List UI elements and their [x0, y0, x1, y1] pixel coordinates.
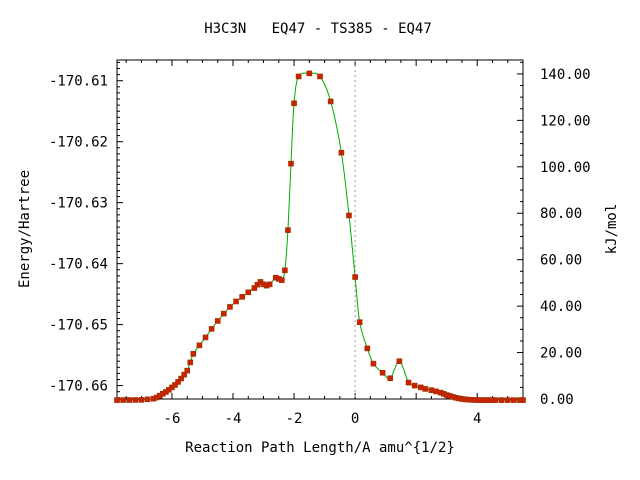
data-point [239, 294, 245, 300]
data-point [208, 326, 215, 332]
data-point [285, 227, 291, 233]
data-point [504, 397, 511, 403]
data-point [511, 397, 517, 403]
data-point [221, 310, 227, 317]
x-tick-label: 4 [473, 411, 481, 427]
y2-tick-label: 140.00 [540, 67, 591, 83]
y2-tick-label: 120.00 [540, 113, 591, 129]
data-point [196, 342, 203, 349]
x-tick-label: -6 [164, 411, 181, 427]
data-point [417, 384, 424, 391]
y-tick-label: -170.63 [49, 196, 108, 212]
data-point [411, 382, 418, 389]
y2-tick-label: 40.00 [540, 299, 582, 315]
y-tick-label: -170.65 [49, 318, 108, 334]
data-point [428, 387, 435, 393]
y2-axis-label: kJ/mol [604, 204, 620, 255]
chart-title: H3C3N EQ47 - TS385 - EQ47 [204, 21, 432, 37]
data-point [356, 319, 363, 325]
y-tick-label: -170.66 [49, 379, 108, 395]
data-point [306, 70, 313, 77]
x-tick-label: -2 [286, 411, 303, 427]
data-point [396, 358, 403, 365]
data-point [492, 397, 499, 403]
data-point [187, 359, 194, 366]
y-tick-label: -170.64 [49, 257, 108, 273]
data-point [227, 304, 233, 310]
data-point [433, 388, 439, 395]
x-tick-label: 0 [351, 411, 359, 427]
data-point [520, 397, 526, 403]
data-point [327, 98, 334, 105]
data-point [288, 160, 294, 167]
data-point [126, 397, 133, 403]
y2-tick-label: 100.00 [540, 160, 591, 176]
data-point [214, 318, 221, 324]
data-point [132, 397, 139, 403]
data-point [338, 149, 345, 156]
data-point [233, 298, 239, 305]
y2-tick-label: 20.00 [540, 346, 582, 362]
x-axis-label: Reaction Path Length/A amu^{1/2} [185, 440, 455, 456]
marks-group [114, 60, 526, 403]
data-point [498, 397, 505, 403]
data-point [291, 100, 297, 107]
data-point [282, 267, 288, 274]
data-point [138, 397, 145, 403]
data-point [405, 379, 412, 386]
data-point [202, 334, 209, 341]
data-point [266, 281, 273, 288]
data-point [181, 371, 187, 378]
data-point [364, 345, 371, 352]
data-point [120, 397, 126, 403]
data-point [352, 274, 358, 280]
data-point [387, 375, 394, 382]
y-tick-label: -170.62 [49, 135, 108, 151]
data-point [379, 369, 386, 376]
data-point [175, 379, 181, 385]
data-point [251, 285, 258, 291]
data-point [190, 351, 197, 357]
data-point [279, 277, 285, 283]
data-point [370, 360, 377, 367]
data-point [317, 73, 323, 80]
y2-tick-label: 0.00 [540, 392, 574, 408]
data-point [114, 397, 120, 403]
data-point [422, 386, 429, 392]
data-point [295, 73, 302, 80]
x-tick-label: -4 [225, 411, 242, 427]
series-curve [116, 72, 523, 401]
data-point [172, 382, 178, 388]
data-point [184, 367, 191, 374]
axes-group: -6 -4 -2 0 4 -170.61 -170.62 -170.63 -170.64 -170… [49, 60, 591, 427]
data-point [245, 289, 252, 296]
y-tick-label: -170.61 [49, 74, 108, 90]
data-point [346, 212, 352, 219]
y2-tick-label: 60.00 [540, 253, 582, 269]
y-axis-label: Energy/Hartree [17, 170, 33, 288]
y2-tick-label: 80.00 [540, 206, 582, 222]
plot-frame [116, 59, 524, 400]
data-point [144, 396, 151, 403]
data-point [178, 375, 184, 382]
